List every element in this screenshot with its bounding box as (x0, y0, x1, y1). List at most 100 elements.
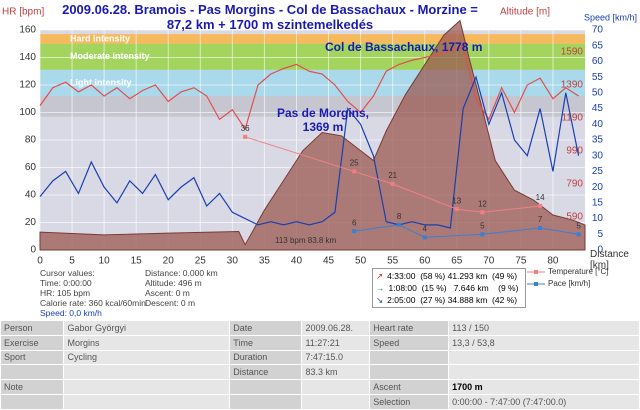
table-cell: 83.3 km (301, 364, 371, 381)
table-cell (0, 393, 65, 410)
series-line (39, 45, 579, 131)
summary-table: Person Gabor Györgyi Date 2009.06.28. Heart … (0, 320, 640, 410)
x-tick-label: 10 (99, 256, 111, 267)
marker-label: 12 (478, 199, 487, 208)
y2-tick-label: 20 (592, 182, 604, 193)
table-cell: Note (0, 379, 65, 395)
intensity-zone (40, 69, 585, 96)
marker-label: 6 (352, 218, 357, 227)
y2-tick-label: 5 (597, 229, 603, 240)
marker-line (354, 224, 579, 238)
lap-icon: ↗ (376, 271, 384, 281)
y2-tick-label: 70 (592, 25, 604, 36)
legend-label: Pace [km/h] (548, 279, 590, 288)
altitude-tick-label: 990 (566, 145, 583, 156)
y2-tick-label: 50 (592, 87, 604, 98)
table-cell: 7:47:15.0 (301, 349, 371, 366)
x-tick-label: 50 (355, 256, 367, 267)
table-cell: Speed (369, 334, 450, 351)
y-tick-label: 20 (25, 217, 37, 228)
zone-label: Hard intensity (70, 33, 130, 43)
marker-point (352, 169, 357, 174)
marker-point (538, 226, 543, 230)
x-tick-label: 75 (515, 256, 527, 267)
chart: Hard intensity Moderate intensity Light in… (2, 7, 637, 288)
legend-swatch (534, 270, 538, 274)
table-cell: Morgins (63, 334, 231, 351)
table-cell: Exercise (0, 334, 65, 351)
altitude-tick-label: 1190 (561, 112, 583, 123)
y2-tick-label: 35 (592, 135, 604, 146)
lap-row: → 1:08:00 (15 %) 7.646 km (9 %) (376, 282, 522, 294)
marker-point (576, 232, 581, 237)
table-row: Person Gabor Györgyi Date 2009.06.28. Heart … (0, 320, 640, 336)
table-row: Distance 83.3 km (0, 364, 640, 381)
x-tick-label: 35 (259, 256, 271, 267)
x-tick-label: 20 (163, 256, 175, 267)
altitude-area (39, 19, 586, 251)
table-cell: Cycling (63, 349, 231, 366)
marker-label: 4 (422, 225, 427, 234)
annotation: 113 bpm 83.8 km (275, 236, 337, 245)
y2-tick-label: 0 (597, 245, 603, 256)
table-cell (369, 349, 450, 366)
cursor-line: Distance: 0.000 km (145, 268, 218, 278)
table-cell (0, 364, 65, 381)
table-cell (369, 364, 450, 381)
marker-label: 5 (576, 221, 581, 230)
x-tick-label: 80 (547, 256, 559, 267)
marker-label: 5 (480, 221, 485, 230)
cursor-line: Speed: 0,0 km/h (40, 308, 102, 318)
marker-label: 25 (350, 159, 359, 168)
y-tick-label: 60 (25, 162, 37, 173)
lap-icon: → (376, 283, 385, 293)
marker-point (480, 210, 485, 215)
intensity-zone (40, 34, 585, 44)
x-tick-label: 25 (195, 256, 207, 267)
table-cell: Gabor Györgyi (63, 320, 231, 336)
y2-tick-label: 10 (592, 213, 604, 224)
altitude-tick-label: 790 (566, 178, 583, 189)
legend-swatch (534, 282, 538, 286)
y2-tick-label: 15 (592, 197, 604, 208)
cursor-line: Cursor values: (40, 268, 95, 278)
table-cell (301, 379, 371, 395)
x-tick-label: 40 (291, 256, 303, 267)
marker-point (480, 232, 485, 237)
y2-tick-label: 30 (592, 150, 604, 161)
altitude-tick-label: 1590 (561, 46, 584, 57)
series-line (39, 75, 580, 229)
marker-label: 36 (241, 124, 250, 133)
y-tick-label: 0 (30, 245, 36, 256)
x-tick-label: 0 (37, 256, 43, 267)
cursor-line: Calorie rate: 360 kcal/60min (40, 298, 146, 308)
table-row: Selection 0:00:00 - 7:47:00 (7:47:00.0) (0, 393, 640, 410)
intensity-zone (40, 43, 585, 70)
y2-axis-label: Speed [km/h] (584, 12, 637, 22)
x-tick-label: 30 (227, 256, 239, 267)
marker-label: 21 (388, 171, 397, 180)
x-tick-label: 65 (451, 256, 463, 267)
cursor-line: Time: 0:00:00 (40, 278, 92, 288)
y2-tick-label: 45 (592, 103, 604, 114)
table-cell: 13,3 / 53,8 (448, 334, 640, 351)
y2-tick-label: 40 (592, 119, 604, 130)
table-cell: 1700 m (448, 379, 640, 395)
table-cell (63, 393, 231, 410)
lap-text: 4:33:00 (58 %) 41.293 km (49 %) (387, 271, 518, 281)
table-cell (448, 364, 640, 381)
table-row: Sport Cycling Duration 7:47:15.0 (0, 349, 640, 366)
cursor-line: HR: 105 bpm (40, 288, 91, 298)
cursor-values: Cursor values: Time: 0:00:00 HR: 105 bpm Ca… (40, 268, 146, 318)
x-tick-label: 5 (69, 256, 75, 267)
table-cell: Heart rate (369, 320, 450, 336)
altitude-axis-label: Altitude [m] (500, 7, 550, 18)
table-cell: Time (229, 334, 303, 351)
y-tick-label: 160 (19, 25, 36, 36)
marker-label: 8 (397, 212, 402, 221)
table-cell: Ascent (369, 379, 450, 395)
marker-label: 7 (538, 215, 543, 224)
marker-label: 13 (452, 196, 461, 205)
legend-label: Temperature [°C] (548, 267, 609, 276)
